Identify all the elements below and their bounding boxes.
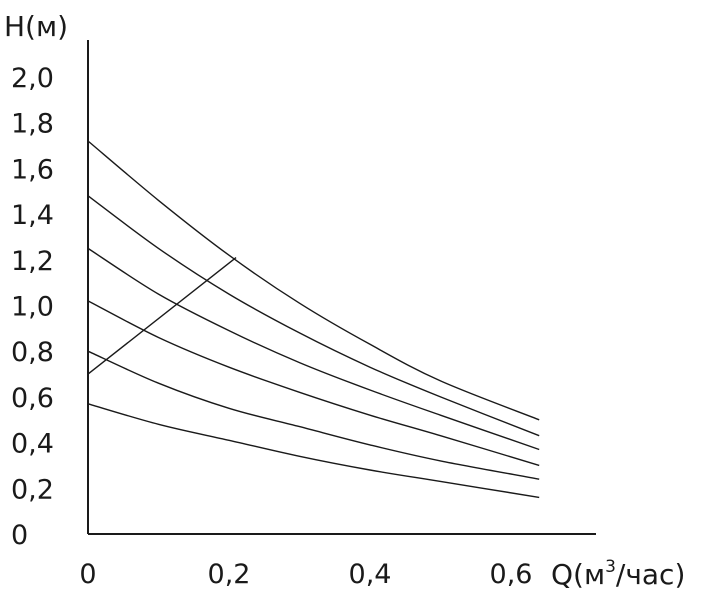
x-axis-title-superscript: 3 [605,557,616,577]
y-tick-label: 0,6 [11,383,54,414]
x-tick-label: 0 [79,559,96,590]
y-tick-label: 1,2 [11,246,54,277]
x-axis-title: Q(м3/час) [551,557,685,591]
y-tick-labels: 0 0,2 0,4 0,6 0,8 1,0 1,2 1,4 1,6 1,8 2,0 [11,63,54,551]
y-tick-label: 0,2 [11,474,54,505]
x-tick-label: 0,6 [490,559,533,590]
x-tick-labels: 0 0,2 0,4 0,6 [79,559,532,590]
x-axis-title-end: /час) [616,558,685,591]
x-tick-label: 0,4 [349,559,392,590]
head-curve-2 [87,195,540,437]
y-tick-label: 1,6 [11,154,54,185]
head-curve-5 [87,350,540,480]
x-tick-label: 0,2 [208,559,251,590]
y-axis-title: H(м) [4,10,68,43]
head-curve-3 [87,247,540,451]
y-tick-label: 2,0 [11,63,54,94]
y-tick-label: 0 [11,520,28,551]
head-curve-1 [87,140,540,421]
y-tick-label: 0,4 [11,429,54,460]
max-power-line [87,256,237,375]
y-tick-label: 1,8 [11,109,54,140]
head-curve-4 [87,300,540,467]
y-tick-label: 0,8 [11,337,54,368]
head-curves [87,140,540,499]
y-axis-label: H(м) [4,10,68,43]
x-axis-title-main: Q(м [551,558,605,591]
y-tick-label: 1,0 [11,292,54,323]
y-tick-label: 1,4 [11,200,54,231]
head-curve-6 [87,403,540,499]
